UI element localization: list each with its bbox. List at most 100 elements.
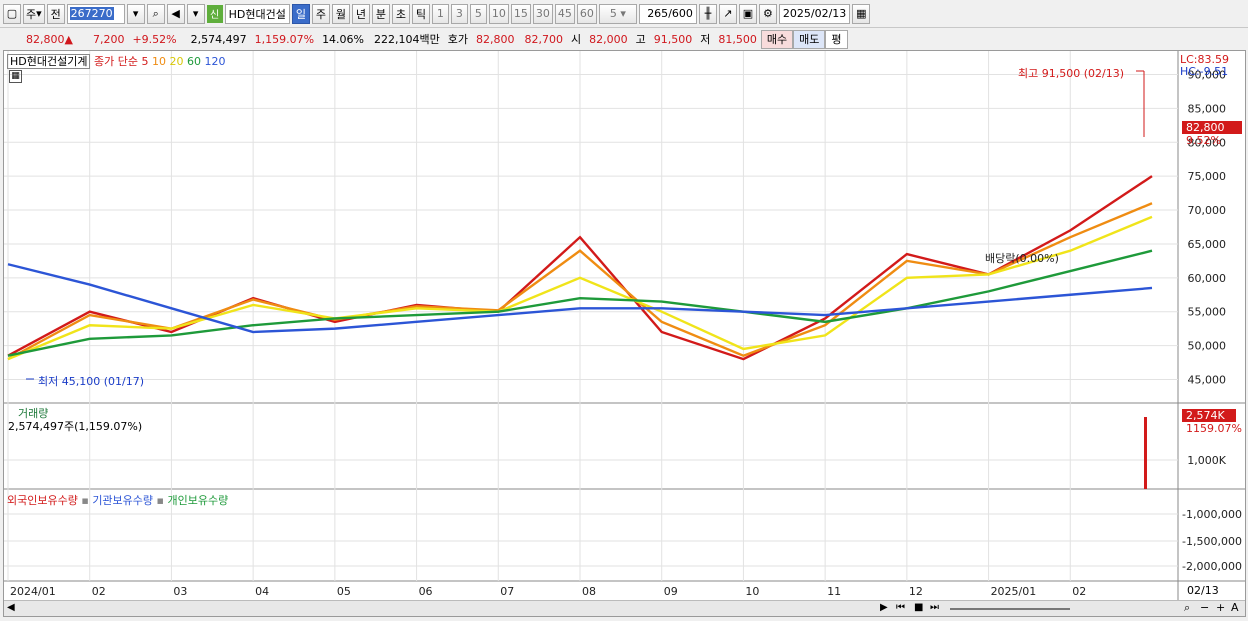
low: 81,500 <box>718 32 757 46</box>
open: 82,000 <box>589 32 628 46</box>
table-icon[interactable]: ▦ <box>9 70 22 83</box>
change-pct: +9.52% <box>132 32 177 46</box>
price-value: 82,800 <box>26 32 65 46</box>
price: 82,800▲ <box>0 33 77 46</box>
volume-tag: 2,574K <box>1182 409 1236 422</box>
ma-line-60 <box>7 249 1153 357</box>
volume-tick-label: 1,000K <box>1187 454 1226 467</box>
x-tick-label: 07 <box>500 585 514 598</box>
prev-button[interactable]: 전 <box>46 3 65 24</box>
ma-line-10 <box>7 202 1153 361</box>
search-icon[interactable]: ⌕ <box>146 3 165 24</box>
search-icon[interactable]: ⌕ <box>1184 601 1191 614</box>
series-foreign: 외국인보유수량 <box>7 494 78 507</box>
y-tick-label: 85,000 <box>1188 102 1227 115</box>
sell-button[interactable]: 매도 <box>793 29 826 49</box>
zoom-out-icon[interactable]: − <box>1200 601 1210 614</box>
y-tick-label: 60,000 <box>1188 272 1227 285</box>
chart-area: 90,000 85,000 80,000 75,000 70,000 65,000 60,0… <box>3 50 1246 617</box>
stop-icon[interactable]: ■ <box>914 602 924 613</box>
ma-line-20 <box>7 215 1153 361</box>
period-week[interactable]: 주 <box>311 3 330 24</box>
interval-5[interactable]: 5 <box>469 3 487 24</box>
ma-120: 120 <box>204 55 226 68</box>
interval-10[interactable]: 10 <box>488 3 509 24</box>
range-value: 265 <box>647 7 669 20</box>
interval-1[interactable]: 1 <box>431 3 449 24</box>
period-minute[interactable]: 분 <box>371 3 390 24</box>
calendar-icon[interactable]: ▦ <box>852 3 871 24</box>
interval-3[interactable]: 3 <box>450 3 468 24</box>
turnover: 14.06% <box>322 32 365 46</box>
holdings-legend: 외국인보유수량 ▪ 기관보유수량 ▪ 개인보유수량 <box>7 494 229 507</box>
hoga-label: 호가 <box>447 33 468 46</box>
ma-10: 10 <box>151 55 166 68</box>
holdings-tick-label: -1,000,000 <box>1182 508 1242 521</box>
volume: 2,574,497 <box>190 32 247 46</box>
interval-45[interactable]: 45 <box>554 3 575 24</box>
save-icon[interactable]: ▣ <box>738 3 757 24</box>
y-tick-label: 70,000 <box>1188 204 1227 217</box>
chevron-down-icon[interactable]: ▾ <box>186 3 205 24</box>
range-total: /600 <box>668 7 693 20</box>
y-tick-label: 65,000 <box>1188 238 1227 251</box>
y-tick-label: 90,000 <box>1188 69 1227 82</box>
change: 7,200 <box>92 32 125 46</box>
period-tick[interactable]: 틱 <box>411 3 430 24</box>
holdings-tick-label: -1,500,000 <box>1182 535 1242 548</box>
draw-icon[interactable]: ↗ <box>718 3 737 24</box>
buy-button[interactable]: 매수 <box>760 29 794 49</box>
count-select[interactable]: 5 ▾ <box>598 3 637 24</box>
date-input[interactable]: 2025/02/13 <box>778 3 851 24</box>
last-page-icon[interactable]: ⏭ <box>930 602 939 613</box>
period-month[interactable]: 월 <box>331 3 350 24</box>
low-note: 최저 45,100 (01/17) <box>38 375 145 388</box>
last-price-tag: 82,800 <box>1182 121 1242 134</box>
zoom-in-icon[interactable]: + <box>1216 601 1226 614</box>
x-tick-label: 03 <box>173 585 187 598</box>
zoom-slider[interactable] <box>950 608 1070 610</box>
volume-tag-pct: 1159.07% <box>1186 422 1242 435</box>
x-right-label: 02/13 <box>1187 584 1219 597</box>
lc-label: LC:83.59 <box>1180 53 1230 66</box>
x-tick-label: 08 <box>582 585 596 598</box>
period-day[interactable]: 일 <box>291 3 310 24</box>
x-tick-label: 09 <box>664 585 678 598</box>
ma-label: 종가 단순 <box>93 55 138 68</box>
open-label: 시 <box>571 33 582 46</box>
window-icon[interactable]: ▢ <box>3 3 21 24</box>
stock-code-input[interactable]: 267270 <box>66 3 125 24</box>
chevron-down-icon[interactable]: ▾ <box>126 3 145 24</box>
up-arrow-icon: ▲ <box>64 32 73 46</box>
interval-15[interactable]: 15 <box>510 3 531 24</box>
stock-name[interactable]: HD현대건설 <box>224 3 290 24</box>
type-select[interactable]: 주 ▾ <box>23 3 45 24</box>
y-tick-label: 80,000 <box>1188 136 1227 149</box>
eval-button[interactable]: 평 <box>825 29 848 49</box>
volume-bar-last <box>1144 417 1147 489</box>
first-page-icon[interactable]: ⏮ <box>896 602 905 613</box>
ask: 82,800 <box>476 32 515 46</box>
date-value: 2025/02/13 <box>782 7 847 20</box>
interval-60[interactable]: 60 <box>576 3 597 24</box>
period-year[interactable]: 년 <box>351 3 370 24</box>
y-tick-label: 55,000 <box>1188 306 1227 319</box>
high: 91,500 <box>653 32 693 46</box>
ma-5: 5 <box>141 55 149 68</box>
period-second[interactable]: 초 <box>391 3 410 24</box>
quote-bar: 82,800▲ 7,200 +9.52% 2,574,497 1,159.07%… <box>0 29 1248 49</box>
speaker-icon[interactable]: ◀ <box>166 3 185 24</box>
ma-line-120 <box>7 263 1153 334</box>
high-note: 최고 91,500 (02/13) <box>1018 67 1125 80</box>
font-icon[interactable]: A <box>1231 601 1239 614</box>
range-input[interactable]: 265/600 <box>638 3 697 24</box>
gear-icon[interactable]: ⚙ <box>758 3 777 24</box>
y-tick-label: 75,000 <box>1188 170 1227 183</box>
candle-icon[interactable]: ╫ <box>698 3 717 24</box>
high-label: 고 <box>635 33 646 46</box>
y-tick-label: 45,000 <box>1188 373 1227 386</box>
scroll-left-icon[interactable]: ◀ <box>7 602 15 613</box>
bottom-scrollbar[interactable]: ◀ ▶ ⏮ ■ ⏭ ⌕ − + A <box>4 600 1245 616</box>
interval-30[interactable]: 30 <box>532 3 553 24</box>
scroll-right-icon[interactable]: ▶ <box>880 602 888 613</box>
